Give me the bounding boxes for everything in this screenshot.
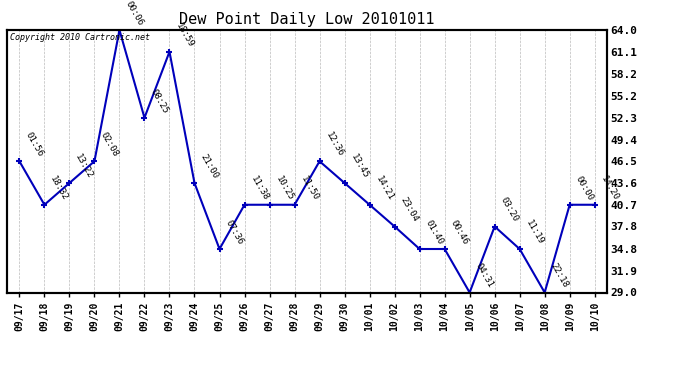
Text: 23:04: 23:04 [399,196,420,224]
Title: Dew Point Daily Low 20101011: Dew Point Daily Low 20101011 [179,12,435,27]
Text: 11:38: 11:38 [248,174,270,202]
Text: 07:36: 07:36 [224,219,245,246]
Text: 14:21: 14:21 [374,174,395,202]
Text: 04:31: 04:31 [474,262,495,290]
Text: 18:32: 18:32 [48,174,70,202]
Text: 22:18: 22:18 [549,262,570,290]
Text: 11:19: 11:19 [524,219,545,246]
Text: 01:40: 01:40 [424,219,445,246]
Text: 14:20: 14:20 [599,174,620,202]
Text: Copyright 2010 Cartronic.net: Copyright 2010 Cartronic.net [10,33,150,42]
Text: 18:59: 18:59 [174,21,195,49]
Text: 01:56: 01:56 [23,131,45,159]
Text: 10:25: 10:25 [274,174,295,202]
Text: 21:00: 21:00 [199,153,220,180]
Text: 00:46: 00:46 [448,219,470,246]
Text: 11:50: 11:50 [299,174,320,202]
Text: 13:22: 13:22 [74,153,95,180]
Text: 00:06: 00:06 [124,0,145,27]
Text: 12:36: 12:36 [324,131,345,159]
Text: 13:45: 13:45 [348,153,370,180]
Text: 00:00: 00:00 [574,174,595,202]
Text: 03:20: 03:20 [499,196,520,224]
Text: 08:25: 08:25 [148,87,170,115]
Text: 02:08: 02:08 [99,131,120,159]
